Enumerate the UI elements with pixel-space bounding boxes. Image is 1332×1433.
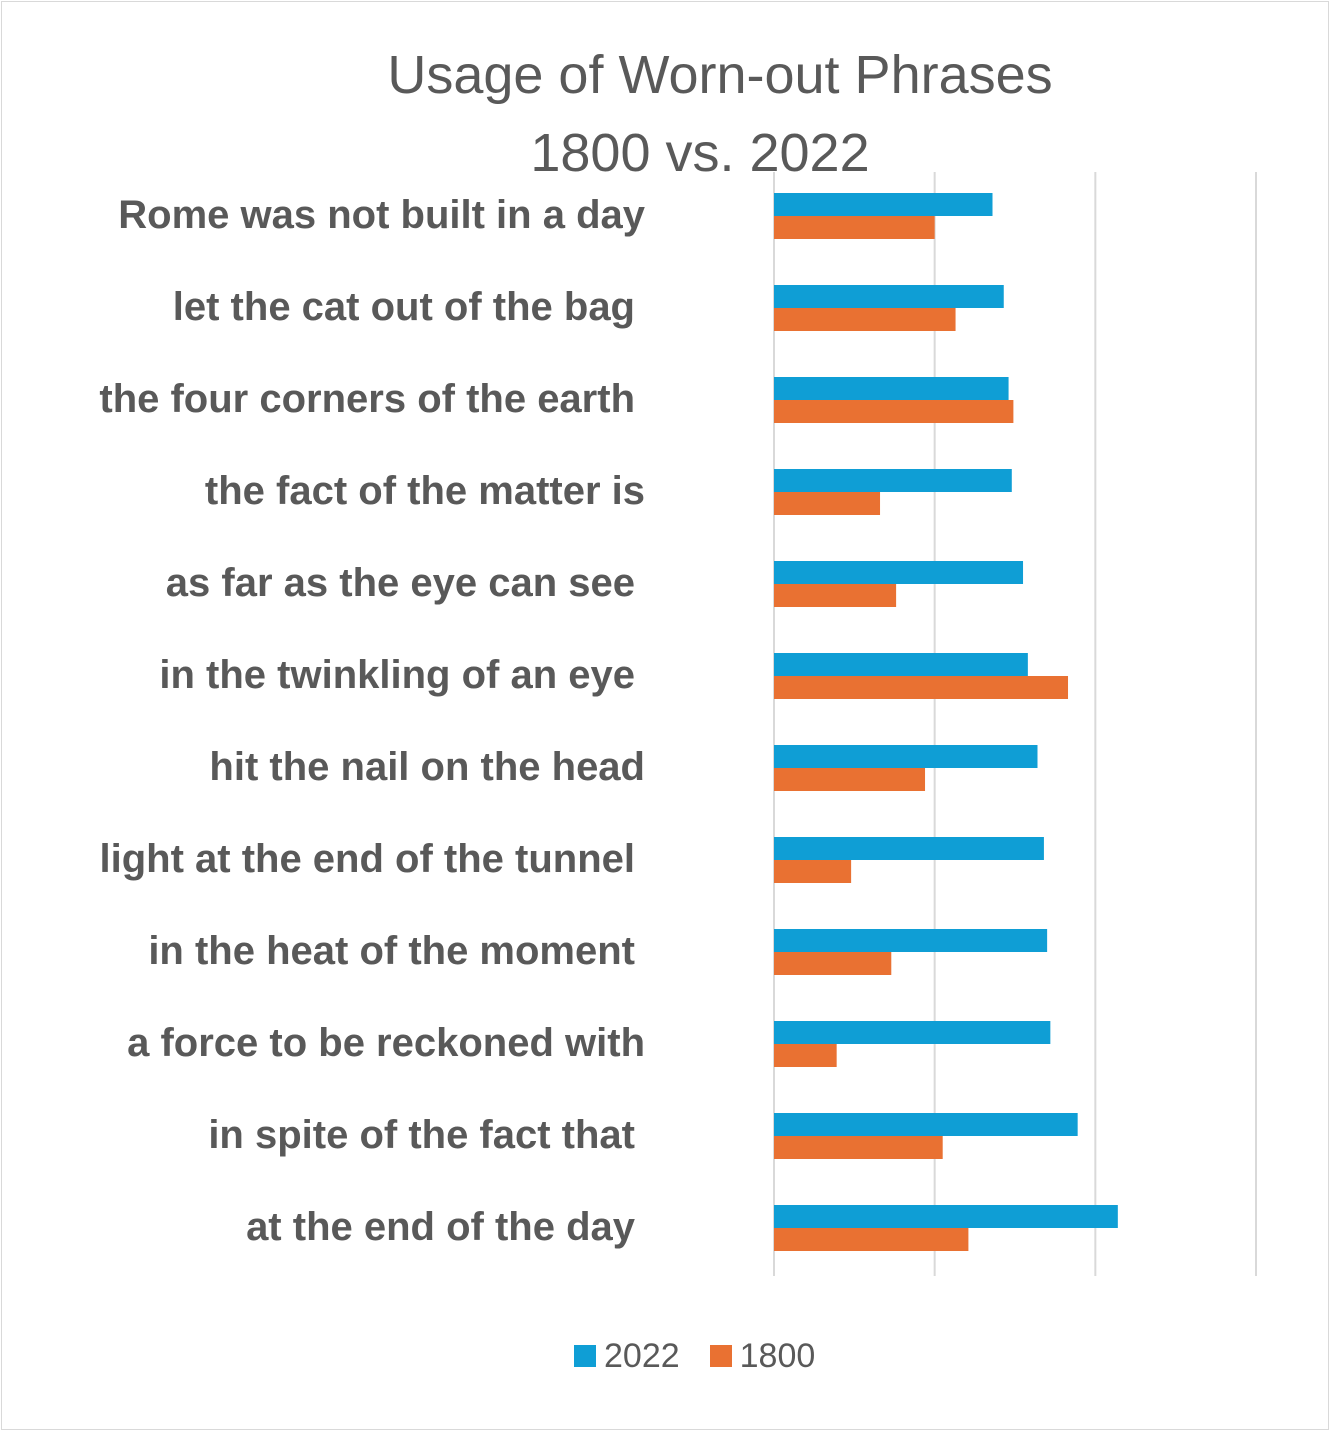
bar-1800-2 <box>774 400 1014 423</box>
category-label-7: light at the end of the tunnel <box>99 837 635 881</box>
chart-title: Usage of Worn-out Phrases <box>387 45 1053 105</box>
bar-1800-4 <box>774 584 897 607</box>
category-label-4: as far as the eye can see <box>166 561 635 605</box>
legend-label-2022: 2022 <box>604 1336 680 1375</box>
category-label-5: in the twinkling of an eye <box>159 653 635 697</box>
bar-2022-10 <box>774 1113 1078 1136</box>
category-label-10: in spite of the fact that <box>208 1113 635 1157</box>
legend-swatch-2022 <box>574 1345 596 1367</box>
legend-swatch-1800 <box>709 1345 732 1367</box>
bar-1800-10 <box>774 1136 943 1159</box>
bar-2022-3 <box>774 469 1012 492</box>
legend-item-2022: 2022 <box>574 1337 680 1376</box>
category-label-9: a force to be reckoned with <box>127 1021 645 1065</box>
legend-label-1800: 1800 <box>739 1336 816 1375</box>
bar-1800-11 <box>774 1228 969 1251</box>
bar-2022-0 <box>774 193 993 216</box>
bar-1800-3 <box>774 492 881 515</box>
category-label-1: let the cat out of the bag <box>173 285 635 329</box>
bar-1800-7 <box>774 860 852 883</box>
bar-2022-1 <box>774 285 1004 308</box>
bar-2022-5 <box>774 653 1028 676</box>
bar-2022-2 <box>774 377 1009 400</box>
legend-item-1800: 1800 <box>709 1336 816 1376</box>
category-label-11: at the end of the day <box>246 1205 636 1249</box>
bar-2022-11 <box>774 1205 1118 1228</box>
bar-1800-5 <box>774 676 1069 699</box>
category-label-2: the four corners of the earth <box>99 377 635 421</box>
bar-2022-9 <box>774 1021 1051 1044</box>
bar-2022-6 <box>774 745 1038 768</box>
bar-1800-1 <box>774 308 956 331</box>
bar-1800-6 <box>774 768 926 791</box>
bar-1800-0 <box>774 216 935 239</box>
chart-legend: 2022 1800 <box>574 1336 845 1376</box>
category-label-6: hit the nail on the head <box>209 745 645 789</box>
chart-subtitle: 1800 vs. 2022 <box>530 123 870 183</box>
bar-2022-8 <box>774 929 1048 952</box>
category-label-3: the fact of the matter is <box>205 469 645 513</box>
bar-2022-7 <box>774 837 1044 860</box>
bar-1800-9 <box>774 1044 837 1067</box>
category-label-8: in the heat of the moment <box>148 929 635 973</box>
category-label-0: Rome was not built in a day <box>118 193 645 237</box>
bar-2022-4 <box>774 561 1024 584</box>
bar-1800-8 <box>774 952 892 975</box>
